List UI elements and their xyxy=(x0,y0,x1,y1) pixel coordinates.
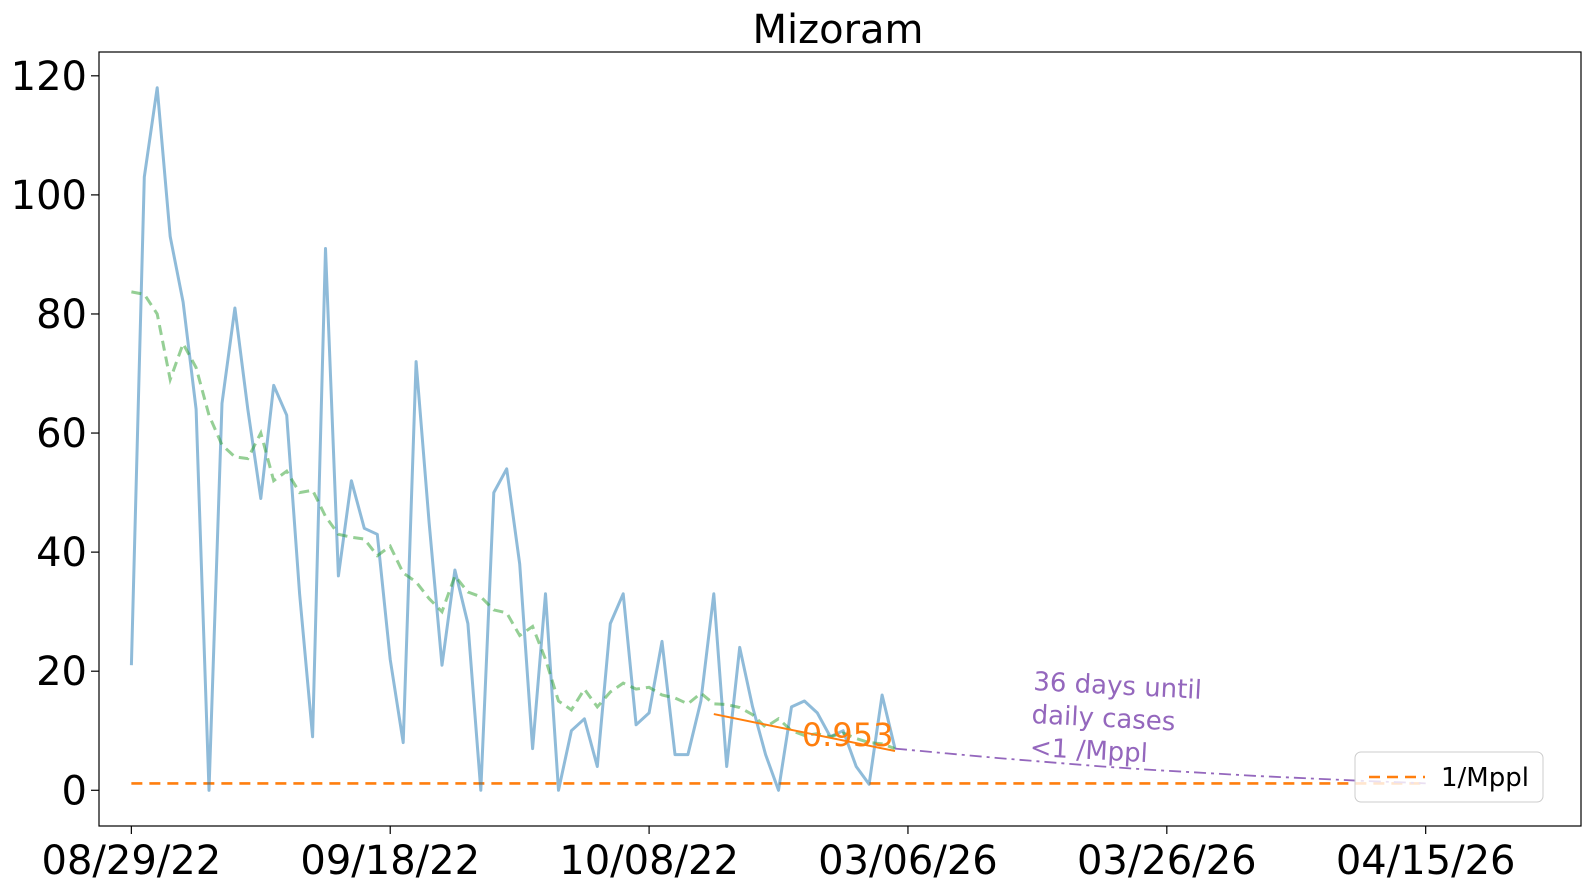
x-tick-label: 08/29/22 xyxy=(42,838,222,884)
x-tick-label: 09/18/22 xyxy=(300,838,480,884)
y-tick-label: 0 xyxy=(62,768,87,814)
plot-frame xyxy=(98,51,1582,827)
y-tick-label: 80 xyxy=(36,292,87,338)
chart-marks: 0 20 40 60 80 100 120 08/29/22 09/18/22 10/08/22 0… xyxy=(11,54,1544,884)
y-tick-label: 40 xyxy=(36,530,87,576)
x-tick-label: 04/15/26 xyxy=(1336,838,1516,884)
y-tick-label: 60 xyxy=(36,411,87,457)
fit-line xyxy=(713,713,896,752)
legend: 1/Mppl xyxy=(1354,751,1544,803)
projection-annotation-line: <1 /Mppl xyxy=(1029,733,1148,769)
x-tick-label: 03/26/26 xyxy=(1077,838,1257,884)
y-tick-label: 120 xyxy=(11,54,87,100)
fit-label: 0.953 xyxy=(802,716,894,754)
chart-title: Mizoram xyxy=(752,7,923,53)
projection-annotation: 36 days untildaily cases<1 /Mppl xyxy=(1029,667,1202,772)
legend-box xyxy=(1354,751,1544,803)
daily-cases-line xyxy=(129,86,897,792)
legend-label: 1/Mppl xyxy=(1441,763,1529,793)
y-tick-label: 100 xyxy=(11,173,87,219)
x-tick-label: 10/08/22 xyxy=(559,838,739,884)
y-tick-label: 20 xyxy=(36,649,87,695)
rolling-average-line xyxy=(131,290,896,751)
x-tick-label: 03/06/26 xyxy=(818,838,998,884)
